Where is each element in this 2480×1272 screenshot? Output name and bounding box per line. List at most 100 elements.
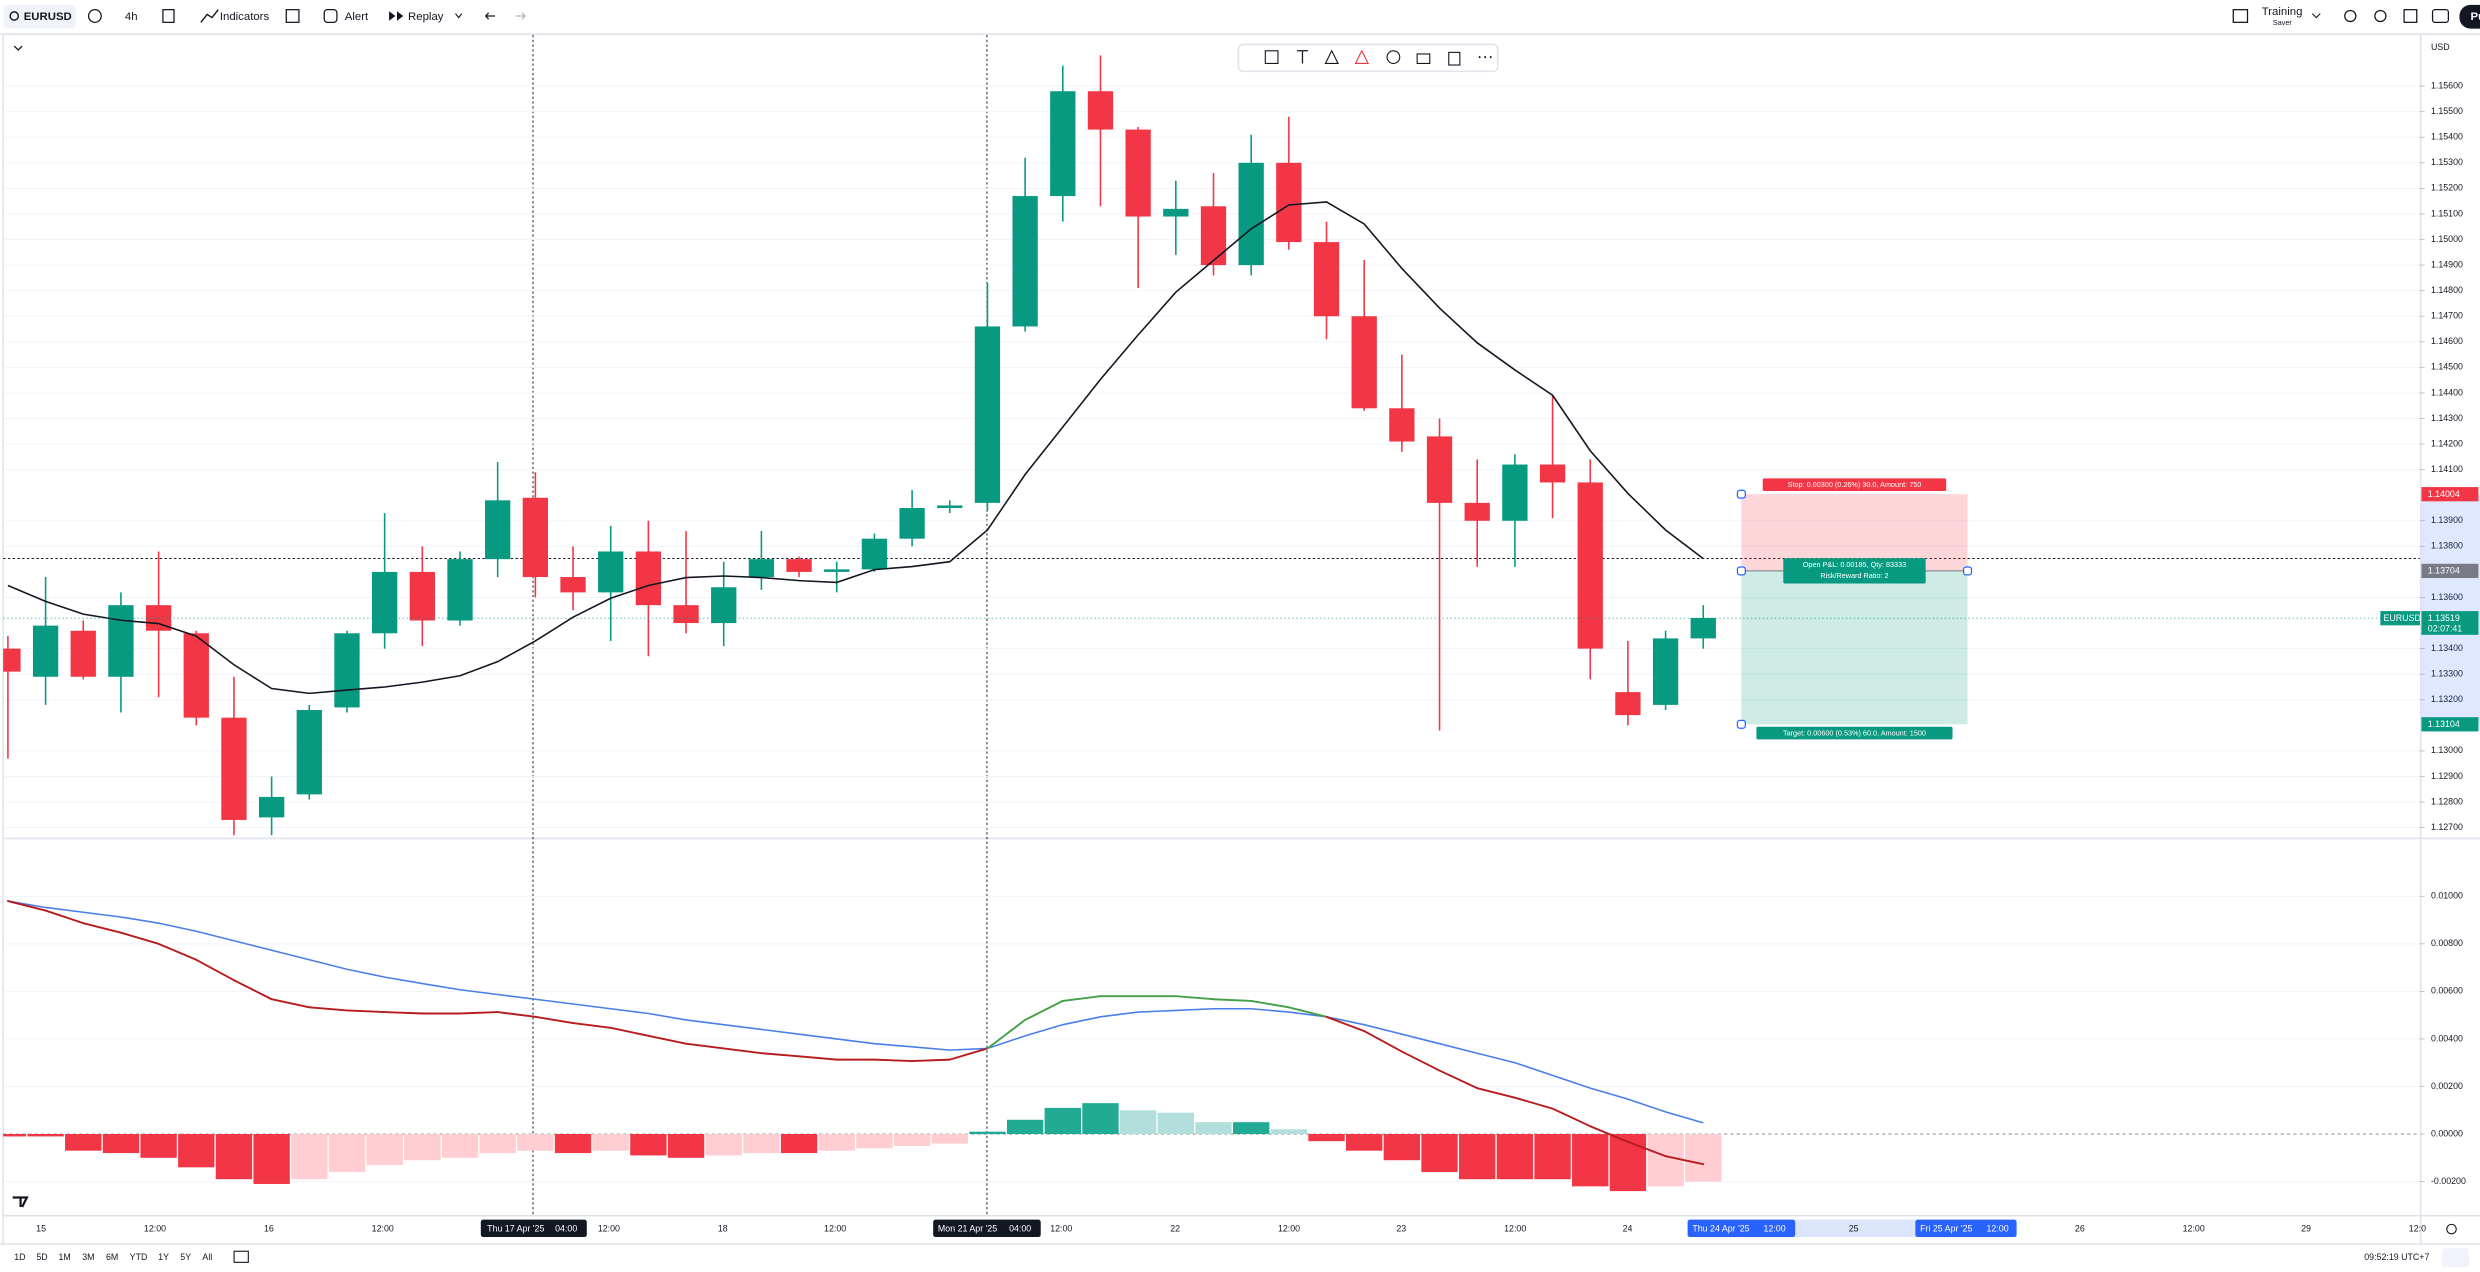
candle-body: [1615, 692, 1641, 716]
alert-button[interactable]: Alert: [345, 11, 369, 23]
time-label: 12:00: [1278, 1223, 1300, 1233]
marker-date: Thu 24 Apr '25: [1692, 1223, 1749, 1233]
y-tick-label: 1.15500: [2431, 106, 2463, 116]
replay-dropdown[interactable]: [455, 13, 463, 19]
marker-date: Fri 25 Apr '25: [1920, 1223, 1972, 1233]
symbol[interactable]: EURUSD: [24, 11, 72, 23]
histogram-bar: [1685, 1134, 1722, 1182]
range-button[interactable]: All: [202, 1252, 212, 1262]
time-label: 12:00: [598, 1223, 620, 1233]
candle-body: [1050, 91, 1076, 197]
candle-body: [1426, 436, 1453, 503]
histogram-bar: [856, 1134, 893, 1149]
snapshot-button[interactable]: [2431, 9, 2449, 23]
symbol-tag-label: EURUSD: [2384, 613, 2421, 623]
range-button[interactable]: 1Y: [158, 1252, 169, 1262]
range-button[interactable]: 5Y: [180, 1252, 191, 1262]
marker-time: 04:00: [1009, 1223, 1031, 1233]
tool-line-color[interactable]: [1354, 49, 1370, 65]
histogram-bar: [1308, 1134, 1345, 1142]
axis-settings[interactable]: [2446, 1223, 2457, 1235]
candle-body: [861, 538, 888, 570]
macd-segment: [948, 1047, 989, 1061]
candle-body: [635, 551, 662, 606]
range-button[interactable]: 3M: [82, 1252, 94, 1262]
tool-text[interactable]: [1296, 50, 1309, 64]
tool-visibility[interactable]: [1386, 50, 1401, 65]
y-tick-label: 1.12900: [2431, 771, 2463, 781]
macd-segment: [1250, 999, 1290, 1009]
candle-body: [485, 500, 511, 560]
indicators-button[interactable]: Indicators: [220, 11, 270, 23]
stop-price-tag: [2421, 487, 2479, 502]
range-button[interactable]: YTD: [130, 1252, 148, 1262]
moving-average: [7, 201, 1704, 695]
time-label: 12:00: [2183, 1223, 2205, 1233]
pane-collapse[interactable]: [13, 45, 23, 51]
range-button[interactable]: 1D: [14, 1252, 25, 1262]
histogram-bar: [554, 1134, 592, 1154]
histogram-bar: [1157, 1112, 1195, 1135]
tool-fill[interactable]: [1324, 49, 1339, 65]
range-button[interactable]: 5D: [36, 1252, 47, 1262]
histogram-bar: [931, 1134, 968, 1144]
pnl-label: Open P&L: 0.00185, Qty: 83333: [1803, 560, 1906, 569]
symbol-search[interactable]: [3, 4, 76, 29]
scale-button[interactable]: [2442, 1248, 2469, 1268]
marker-time: 12:00: [1987, 1223, 2009, 1233]
candle-body: [786, 559, 812, 572]
tool-template[interactable]: [1264, 50, 1279, 65]
y-tick-label: 1.14600: [2431, 336, 2463, 346]
candle-body: [974, 326, 1001, 503]
chart-type-button[interactable]: [162, 9, 175, 23]
macd-segment: [496, 1011, 537, 1018]
drag-handle[interactable]: [1736, 719, 1746, 729]
tool-lock[interactable]: [1416, 53, 1431, 65]
quick-search[interactable]: [2344, 9, 2357, 23]
histogram-bar: [404, 1134, 441, 1161]
y-tick-label: 1.14700: [2431, 311, 2463, 321]
histogram-bar: [253, 1134, 290, 1184]
drag-handle[interactable]: [1736, 566, 1746, 576]
drag-handle[interactable]: [1736, 489, 1746, 499]
candle-body: [522, 497, 549, 578]
histogram-bar: [65, 1134, 102, 1151]
range-button[interactable]: 6M: [106, 1252, 118, 1262]
drag-handle[interactable]: [1962, 566, 1973, 576]
candle-body: [3, 648, 21, 672]
interval[interactable]: 4h: [125, 11, 138, 23]
publish-label[interactable]: Pu: [2471, 11, 2480, 23]
logo: [12, 1196, 29, 1208]
macd-pane: [3, 895, 2420, 1192]
redo-button[interactable]: [515, 12, 526, 20]
settings-button[interactable]: [2374, 9, 2387, 23]
target-label-box: [1756, 726, 1953, 740]
layout-dropdown[interactable]: [2311, 13, 2321, 19]
candle-body: [1087, 91, 1114, 130]
date-range-button[interactable]: [233, 1250, 249, 1263]
undo-button[interactable]: [485, 12, 496, 20]
macd-segment: [157, 942, 198, 961]
y-tick-label: 1.12700: [2431, 822, 2463, 832]
macd-segment: [1287, 1006, 1328, 1018]
candle-body: [1351, 316, 1377, 409]
replay-button[interactable]: Replay: [408, 11, 444, 23]
clock[interactable]: 09:52:19 UTC+7: [2364, 1252, 2429, 1262]
fullscreen-button[interactable]: [2403, 9, 2418, 23]
layout-button[interactable]: [2232, 9, 2249, 23]
y-tick-label: 1.13600: [2431, 592, 2463, 602]
candle-body: [409, 571, 435, 621]
publish-button[interactable]: [2459, 4, 2480, 29]
range-button[interactable]: 1M: [59, 1252, 71, 1262]
indicators-icon: [200, 9, 219, 23]
macd-segment: [383, 1011, 424, 1015]
time-label: 23: [1396, 1223, 1406, 1233]
stop-price-tag-label: 1.14004: [2428, 489, 2460, 499]
candle-body: [748, 559, 775, 578]
compare-button[interactable]: [87, 9, 102, 23]
training-label[interactable]: Training: [2262, 6, 2303, 18]
replay-icon: [389, 11, 404, 21]
alert-icon: [323, 9, 338, 23]
tool-delete[interactable]: [1448, 51, 1461, 66]
templates-button[interactable]: [285, 9, 300, 23]
